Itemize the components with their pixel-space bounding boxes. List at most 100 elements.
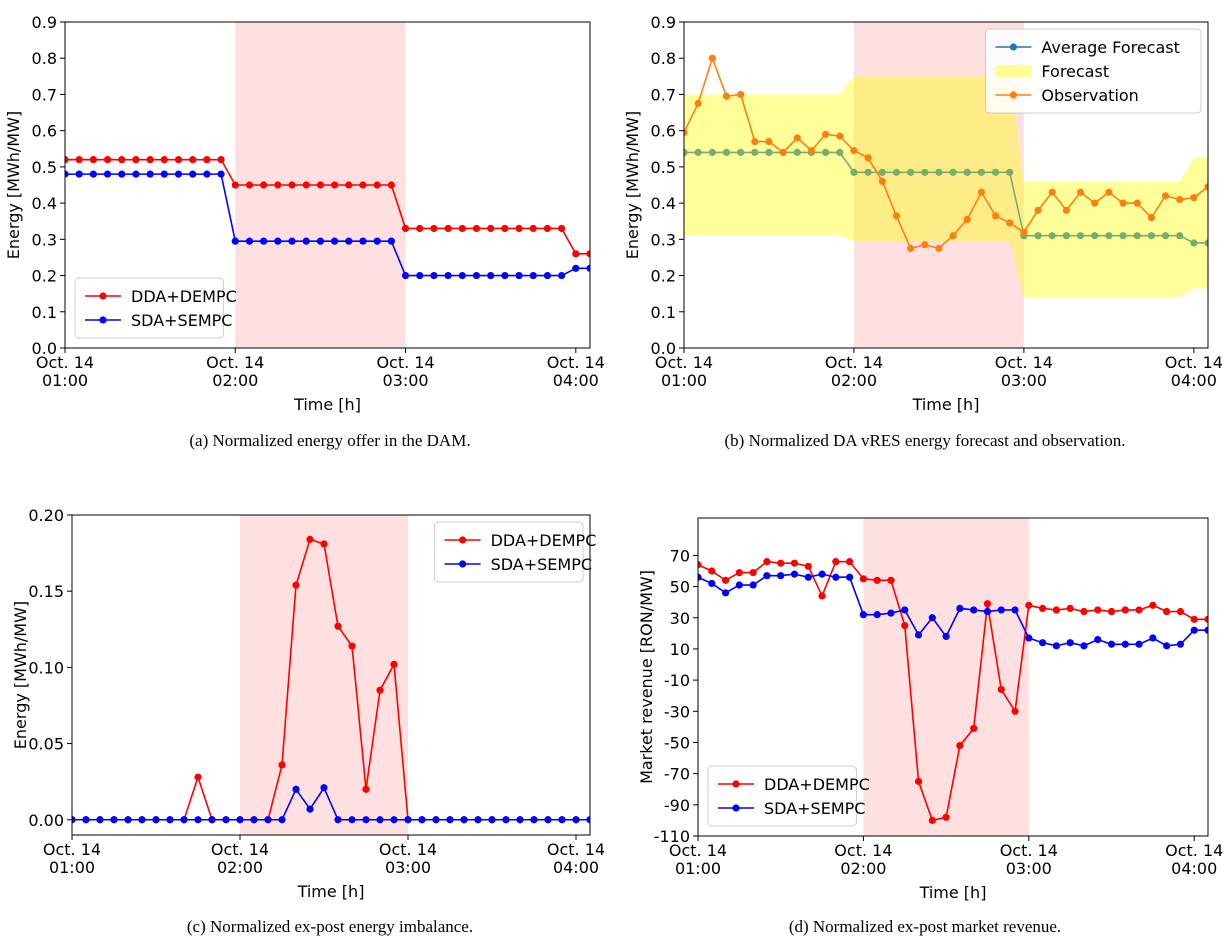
data-point bbox=[850, 146, 858, 155]
x-tick-label: Oct. 14 bbox=[1000, 841, 1058, 860]
data-point bbox=[956, 741, 964, 750]
data-point bbox=[572, 816, 580, 824]
data-point bbox=[118, 170, 126, 178]
highlight-region bbox=[240, 515, 408, 835]
data-point bbox=[446, 816, 454, 824]
x-tick-label: 02:00 bbox=[212, 371, 258, 390]
data-point bbox=[765, 148, 773, 156]
data-point bbox=[288, 237, 296, 245]
data-point bbox=[749, 581, 757, 589]
data-point bbox=[921, 168, 929, 176]
data-point bbox=[914, 631, 923, 639]
data-point bbox=[103, 156, 112, 164]
data-point bbox=[1034, 232, 1042, 240]
data-point bbox=[348, 816, 356, 824]
data-point bbox=[174, 156, 183, 164]
data-point bbox=[460, 816, 468, 824]
data-point bbox=[543, 224, 552, 233]
axes-frame bbox=[683, 21, 1209, 349]
legend-label: DDA+DEMPC bbox=[131, 287, 237, 306]
data-point bbox=[1107, 607, 1116, 616]
y-tick-label: 0.6 bbox=[651, 122, 676, 141]
x-tick-label: 03:00 bbox=[385, 858, 431, 877]
data-point bbox=[1052, 642, 1060, 650]
data-point bbox=[790, 570, 799, 578]
plot-area bbox=[684, 54, 1208, 298]
plot-area bbox=[698, 558, 1208, 825]
data-point bbox=[1066, 639, 1074, 647]
data-point bbox=[1080, 607, 1088, 616]
data-point bbox=[278, 816, 286, 824]
data-point bbox=[1094, 606, 1102, 614]
data-point bbox=[722, 92, 731, 100]
data-point bbox=[956, 604, 964, 613]
data-point bbox=[1025, 634, 1033, 642]
data-point bbox=[278, 761, 286, 769]
data-point bbox=[1135, 606, 1143, 614]
data-point bbox=[777, 559, 785, 567]
data-point bbox=[444, 224, 452, 233]
data-point bbox=[558, 224, 566, 233]
data-point bbox=[472, 271, 481, 280]
data-point bbox=[245, 237, 254, 245]
data-point bbox=[793, 148, 801, 156]
data-point bbox=[1204, 239, 1208, 247]
data-point bbox=[906, 168, 915, 176]
y-tick-label: 50 bbox=[670, 578, 690, 597]
data-point bbox=[1204, 183, 1208, 191]
data-point bbox=[530, 816, 538, 824]
data-point bbox=[1080, 642, 1088, 650]
data-point bbox=[779, 148, 787, 156]
data-point bbox=[970, 724, 978, 733]
data-point bbox=[316, 237, 325, 245]
data-point bbox=[82, 816, 90, 824]
data-point bbox=[1062, 232, 1070, 240]
y-tick-label: -30 bbox=[664, 702, 690, 721]
plot-area bbox=[72, 535, 590, 824]
data-point bbox=[586, 816, 590, 824]
legend-marker bbox=[99, 292, 107, 300]
data-point bbox=[330, 237, 339, 245]
data-point bbox=[572, 250, 580, 258]
data-point bbox=[763, 558, 771, 566]
x-tick-label: Oct. 14 bbox=[547, 353, 605, 372]
x-tick-label: 01:00 bbox=[42, 371, 88, 390]
data-point bbox=[236, 816, 244, 824]
data-point bbox=[1176, 232, 1184, 240]
data-point bbox=[472, 224, 481, 233]
data-point bbox=[160, 170, 168, 178]
data-point bbox=[887, 576, 895, 584]
data-point bbox=[110, 816, 118, 824]
data-point bbox=[1121, 640, 1129, 648]
data-point bbox=[1105, 188, 1113, 196]
axes-frame bbox=[71, 514, 591, 836]
data-point bbox=[194, 773, 202, 781]
data-point bbox=[292, 785, 300, 793]
data-point bbox=[1062, 206, 1070, 214]
data-point bbox=[231, 237, 239, 245]
data-point bbox=[138, 816, 146, 824]
data-point bbox=[288, 181, 296, 189]
data-point bbox=[1091, 232, 1099, 240]
data-point bbox=[404, 816, 412, 824]
data-point bbox=[850, 168, 858, 176]
data-point bbox=[873, 611, 881, 619]
data-point bbox=[586, 264, 590, 272]
data-point bbox=[516, 816, 524, 824]
data-point bbox=[793, 134, 801, 142]
data-point bbox=[928, 816, 936, 825]
data-point bbox=[222, 816, 230, 824]
x-tick-label: 04:00 bbox=[1171, 859, 1217, 878]
data-point bbox=[515, 224, 523, 233]
data-point bbox=[751, 148, 759, 156]
y-tick-label: 0.5 bbox=[32, 158, 57, 177]
data-point bbox=[1006, 219, 1014, 227]
x-tick-label: Oct. 14 bbox=[547, 840, 605, 859]
data-point bbox=[474, 816, 482, 824]
data-point bbox=[316, 181, 325, 189]
y-tick-label: 0.10 bbox=[28, 658, 64, 677]
y-tick-label: 0.3 bbox=[32, 230, 57, 249]
data-point bbox=[501, 271, 509, 280]
data-point bbox=[189, 156, 197, 164]
